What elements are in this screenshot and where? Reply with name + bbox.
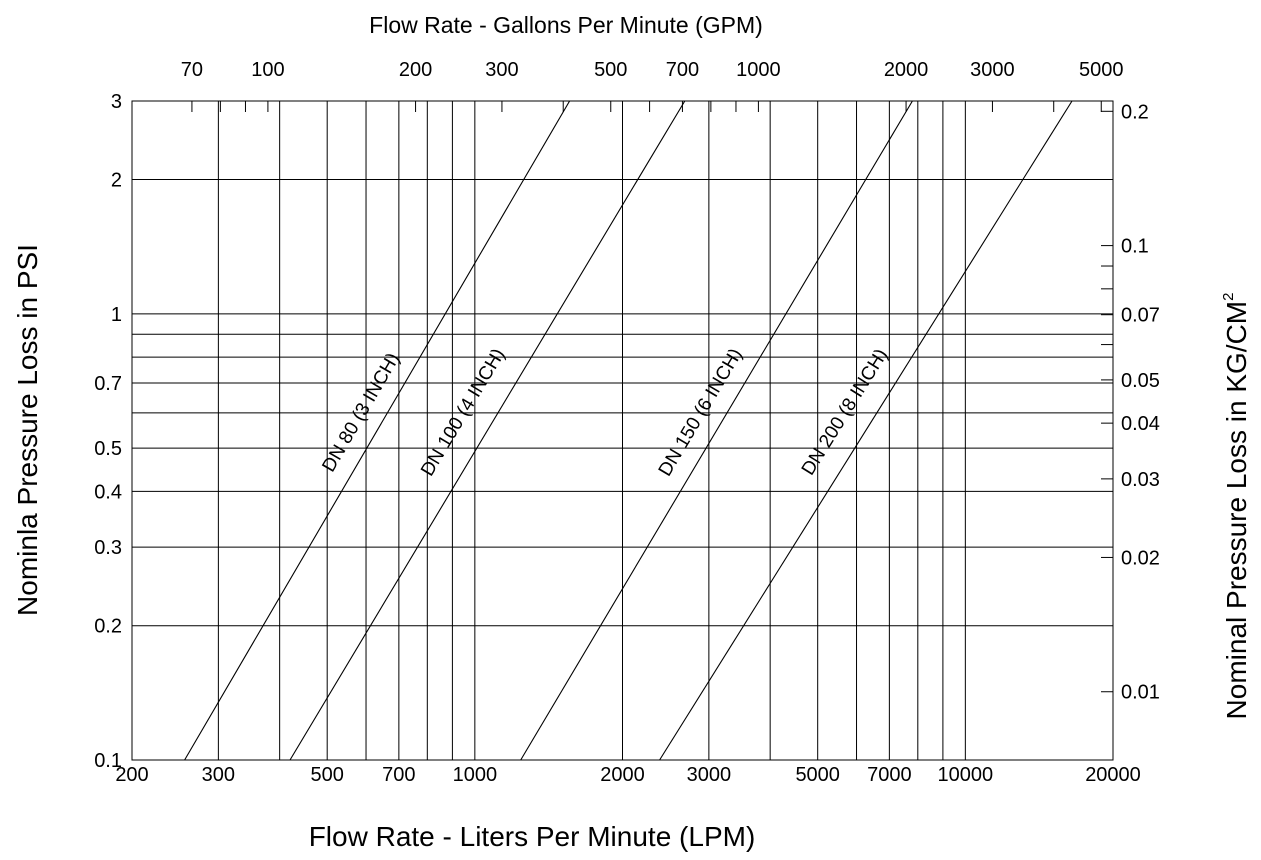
- y2-tick-label: 0.1: [1121, 236, 1149, 258]
- x2-axis-title: Flow Rate - Gallons Per Minute (GPM): [369, 12, 763, 38]
- y-tick-label: 2: [111, 170, 122, 192]
- y-tick-label: 0.5: [94, 438, 122, 460]
- x2-tick-label: 200: [399, 59, 432, 81]
- series-line: [659, 100, 1073, 761]
- y-tick-label: 0.7: [94, 373, 122, 395]
- series-line: [289, 100, 686, 761]
- x2-tick-label: 1000: [736, 59, 781, 81]
- x-tick-label: 10000: [938, 764, 994, 786]
- y-tick-label: 0.1: [94, 750, 122, 772]
- y2-axis-title-text: Nominal Pressure Loss in KG/CM: [1221, 301, 1252, 720]
- tick-layer: [191, 101, 1113, 693]
- x-tick-label: 700: [382, 764, 415, 786]
- grid-layer: [131, 100, 1114, 761]
- x-tick-label: 2000: [600, 764, 645, 786]
- y2-tick-label: 0.05: [1121, 370, 1160, 392]
- y2-axis-title-superscript: 2: [1220, 293, 1237, 301]
- y-tick-label: 0.4: [94, 481, 122, 503]
- x-tick-label: 500: [311, 764, 344, 786]
- x2-tick-label: 300: [485, 59, 518, 81]
- y-tick-label: 0.2: [94, 616, 122, 638]
- y-tick-label: 1: [111, 304, 122, 326]
- y2-tick-label: 0.2: [1121, 101, 1149, 123]
- label-layer: 200 300 500 700 1000 2000 3000 5000 7000 10000 200…: [94, 59, 1160, 786]
- y2-tick-label: 0.03: [1121, 469, 1160, 491]
- y2-axis-title: Nominal Pressure Loss in KG/CM2: [1220, 293, 1252, 720]
- x2-tick-label: 5000: [1079, 59, 1124, 81]
- y-axis-title: Nominla Pressure Loss in PSI: [12, 244, 43, 616]
- x-tick-label: 3000: [687, 764, 732, 786]
- series-line: [184, 100, 571, 761]
- x-tick-label: 7000: [867, 764, 912, 786]
- curve-layer: [184, 100, 1073, 761]
- series-line: [520, 100, 913, 761]
- series-label: DN 200 (8 INCH): [798, 345, 893, 479]
- y2-tick-label: 0.07: [1121, 305, 1160, 327]
- x2-tick-label: 3000: [970, 59, 1015, 81]
- x2-tick-label: 100: [251, 59, 284, 81]
- x2-tick-label: 70: [181, 59, 203, 81]
- y2-tick-label: 0.01: [1121, 682, 1160, 704]
- x-axis-title: Flow Rate - Liters Per Minute (LPM): [309, 821, 756, 852]
- y-tick-label: 3: [111, 91, 122, 113]
- y2-tick-label: 0.02: [1121, 547, 1160, 569]
- x-tick-label: 5000: [795, 764, 840, 786]
- y-tick-label: 0.3: [94, 537, 122, 559]
- x-tick-label: 300: [202, 764, 235, 786]
- x2-tick-label: 700: [666, 59, 699, 81]
- x2-tick-label: 2000: [884, 59, 929, 81]
- x2-tick-label: 500: [594, 59, 627, 81]
- y2-tick-label: 0.04: [1121, 413, 1160, 435]
- x-tick-label: 200: [115, 764, 148, 786]
- x-tick-label: 1000: [453, 764, 498, 786]
- x-tick-label: 20000: [1085, 764, 1141, 786]
